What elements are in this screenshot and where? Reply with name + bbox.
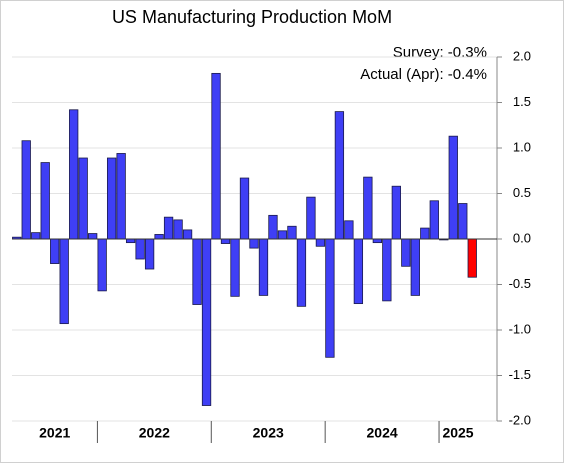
bar: [372, 238, 383, 244]
bar: [50, 238, 60, 264]
chart-title: US Manufacturing Production MoM: [112, 7, 392, 27]
bar: [249, 238, 259, 249]
bar: [40, 162, 50, 240]
bar: [59, 238, 69, 325]
y-tick-label: -1.0: [509, 321, 531, 336]
y-tick-label: 1.5: [513, 94, 531, 109]
bar: [211, 72, 221, 240]
bar: [125, 238, 136, 244]
bar: [306, 196, 316, 240]
x-year-label: 2023: [253, 425, 284, 441]
bar: [353, 238, 364, 305]
bar: [116, 153, 126, 240]
bar: [382, 238, 392, 302]
bar: [135, 238, 145, 260]
y-tick-label: -2.0: [509, 412, 531, 427]
bar: [258, 238, 269, 296]
bar: [334, 111, 345, 240]
x-year-label: 2022: [139, 425, 170, 441]
bar: [163, 216, 174, 240]
annotation: Survey: -0.3%: [393, 44, 487, 61]
bar: [78, 157, 88, 240]
bar: [277, 230, 288, 240]
x-year-label: 2021: [39, 425, 70, 441]
bar: [154, 234, 164, 240]
bar: [97, 238, 107, 292]
bar: [410, 238, 420, 296]
bar: [88, 233, 98, 240]
bar: [201, 238, 212, 406]
bar: [21, 140, 31, 240]
bar: [401, 238, 411, 267]
bar: [458, 203, 468, 240]
y-tick-label: 0.5: [513, 185, 531, 200]
bar: [287, 225, 297, 240]
bar: [192, 238, 202, 305]
bar: [344, 220, 354, 240]
y-tick-label: -0.5: [509, 276, 531, 291]
bar: [69, 109, 79, 240]
y-tick-label: 1.0: [513, 139, 531, 154]
bar: [31, 232, 41, 240]
annotation: Actual (Apr): -0.4%: [360, 66, 487, 83]
y-tick-label: 2.0: [513, 48, 531, 63]
y-tick-label: 0.0: [513, 230, 531, 245]
bar: [220, 238, 231, 244]
bar: [230, 238, 240, 297]
bar: [106, 157, 117, 240]
bar: [315, 238, 326, 247]
bar: [391, 185, 401, 240]
bar: [467, 238, 477, 278]
bar: [173, 219, 183, 240]
x-year-label: 2024: [367, 425, 398, 441]
bar: [420, 227, 430, 240]
bar: [296, 238, 307, 307]
bar: [363, 176, 373, 240]
bar: [239, 177, 250, 240]
bar: [182, 229, 193, 240]
bar: [268, 214, 278, 240]
y-tick-label: -1.5: [509, 367, 531, 382]
bar: [448, 135, 458, 240]
bar: [325, 238, 335, 358]
bar: [429, 200, 439, 240]
x-year-label: 2025: [442, 425, 473, 441]
bar: [144, 238, 155, 270]
